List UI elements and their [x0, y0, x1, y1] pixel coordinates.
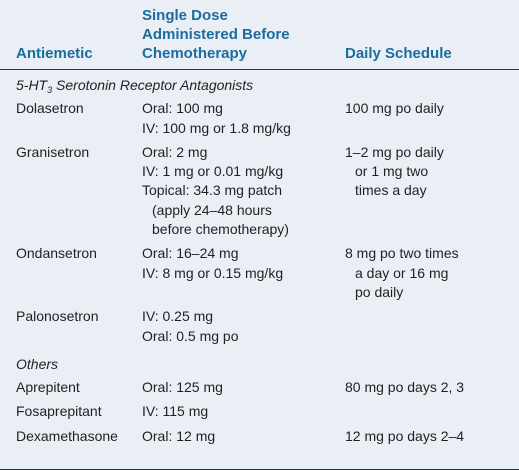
section-title-text: Serotonin Receptor Antagonists	[52, 77, 254, 93]
cell-line: Oral: 125 mg	[142, 379, 223, 396]
drug-cell: Granisetron	[0, 141, 140, 242]
header-line: Administered Before	[142, 26, 290, 43]
drug-row: Dolasetron Oral: 100 mg IV: 100 mg or 1.8 …	[0, 97, 519, 141]
cell-line: Oral: 12 mg	[142, 427, 216, 444]
drug-cell: Palonosetron	[0, 305, 140, 349]
schedule-cell: 1–2 mg po daily or 1 mg two times a day	[343, 141, 519, 242]
dose-cell: Oral: 12 mg	[140, 425, 343, 449]
antiemetic-table: Antiemetic Single Dose Administered Before…	[0, 0, 519, 450]
cell-line: 12 mg po days 2–4	[345, 427, 465, 444]
cell-line: po daily	[355, 283, 404, 300]
drug-row: Palonosetron IV: 0.25 mg Oral: 0.5 mg po	[0, 305, 519, 349]
cell-line: 1–2 mg po daily	[345, 143, 444, 160]
header-cell: Daily Schedule	[343, 0, 519, 70]
drug-name: Aprepitent	[16, 379, 80, 396]
header-text: Antiemetic	[16, 45, 93, 62]
cell-line: a day or 16 mg	[355, 264, 449, 281]
schedule-cell: 80 mg po days 2, 3	[343, 376, 519, 400]
drug-name: Ondansetron	[16, 245, 97, 262]
header-row: Antiemetic Single Dose Administered Before…	[0, 0, 519, 70]
cell-line: IV: 115 mg	[142, 403, 209, 420]
cell-line: Oral: 16–24 mg	[142, 245, 239, 262]
cell-line: 8 mg po two times	[345, 245, 459, 262]
section-row: Others	[0, 349, 519, 376]
header-cell: Antiemetic	[0, 0, 140, 70]
section-title-text: 5-HT	[16, 77, 48, 93]
drug-name: Fosaprepitant	[16, 403, 102, 420]
subscript: 3	[47, 85, 53, 95]
cell-line: Oral: 0.5 mg po	[142, 327, 239, 344]
drug-name: Dexamethasone	[16, 427, 118, 444]
dose-cell: Oral: 100 mg IV: 100 mg or 1.8 mg/kg	[140, 97, 343, 141]
drug-name: Granisetron	[16, 143, 90, 160]
section-title: 5-HT3 Serotonin Receptor Antagonists	[0, 70, 519, 98]
drug-row: Fosaprepitant IV: 115 mg	[0, 400, 519, 424]
cell-line: times a day	[355, 182, 427, 199]
cell-line: IV: 1 mg or 0.01 mg/kg	[142, 163, 284, 180]
cell-line: before chemotherapy)	[152, 221, 289, 238]
drug-row: Dexamethasone Oral: 12 mg 12 mg po days 2–…	[0, 425, 519, 449]
drug-cell: Fosaprepitant	[0, 400, 140, 424]
schedule-cell: 8 mg po two times a day or 16 mg po daily	[343, 242, 519, 305]
table-body: 5-HT3 Serotonin Receptor Antagonists Dola…	[0, 70, 519, 450]
cell-line: 80 mg po days 2, 3	[345, 379, 465, 396]
cell-line: IV: 0.25 mg	[142, 308, 214, 325]
schedule-cell: 100 mg po daily	[343, 97, 519, 141]
drug-row: Ondansetron Oral: 16–24 mg IV: 8 mg or 0.1…	[0, 242, 519, 305]
cell-line: Oral: 100 mg	[142, 100, 223, 117]
dose-cell: IV: 115 mg	[140, 400, 343, 424]
cell-line: or 1 mg two	[355, 163, 429, 180]
drug-cell: Dolasetron	[0, 97, 140, 141]
section-title-text: Others	[16, 355, 59, 372]
schedule-cell	[343, 305, 519, 349]
drug-cell: Dexamethasone	[0, 425, 140, 449]
dose-cell: Oral: 2 mg IV: 1 mg or 0.01 mg/kg Topical:…	[140, 141, 343, 242]
drug-cell: Aprepitent	[0, 376, 140, 400]
cell-line: IV: 100 mg or 1.8 mg/kg	[142, 119, 291, 136]
drug-name: Palonosetron	[16, 308, 99, 325]
drug-row: Aprepitent Oral: 125 mg 80 mg po days 2, 3	[0, 376, 519, 400]
drug-name: Dolasetron	[16, 100, 84, 117]
schedule-cell	[343, 400, 519, 424]
cell-line: Topical: 34.3 mg patch	[142, 182, 283, 199]
dose-cell: Oral: 125 mg	[140, 376, 343, 400]
header-line: Chemotherapy	[142, 45, 248, 62]
cell-line: 100 mg po daily	[345, 100, 444, 117]
dose-cell: Oral: 16–24 mg IV: 8 mg or 0.15 mg/kg	[140, 242, 343, 305]
cell-line: (apply 24–48 hours	[152, 201, 272, 218]
drug-row: Granisetron Oral: 2 mg IV: 1 mg or 0.01 mg…	[0, 141, 519, 242]
schedule-cell: 12 mg po days 2–4	[343, 425, 519, 449]
section-title: Others	[0, 349, 519, 376]
header-cell: Single Dose Administered Before Chemothera…	[140, 0, 343, 70]
section-row: 5-HT3 Serotonin Receptor Antagonists	[0, 70, 519, 98]
drug-cell: Ondansetron	[0, 242, 140, 305]
header-text: Daily Schedule	[345, 45, 452, 62]
dose-cell: IV: 0.25 mg Oral: 0.5 mg po	[140, 305, 343, 349]
cell-line: IV: 8 mg or 0.15 mg/kg	[142, 264, 284, 281]
header-line: Single Dose	[142, 7, 228, 24]
cell-line: Oral: 2 mg	[142, 143, 208, 160]
